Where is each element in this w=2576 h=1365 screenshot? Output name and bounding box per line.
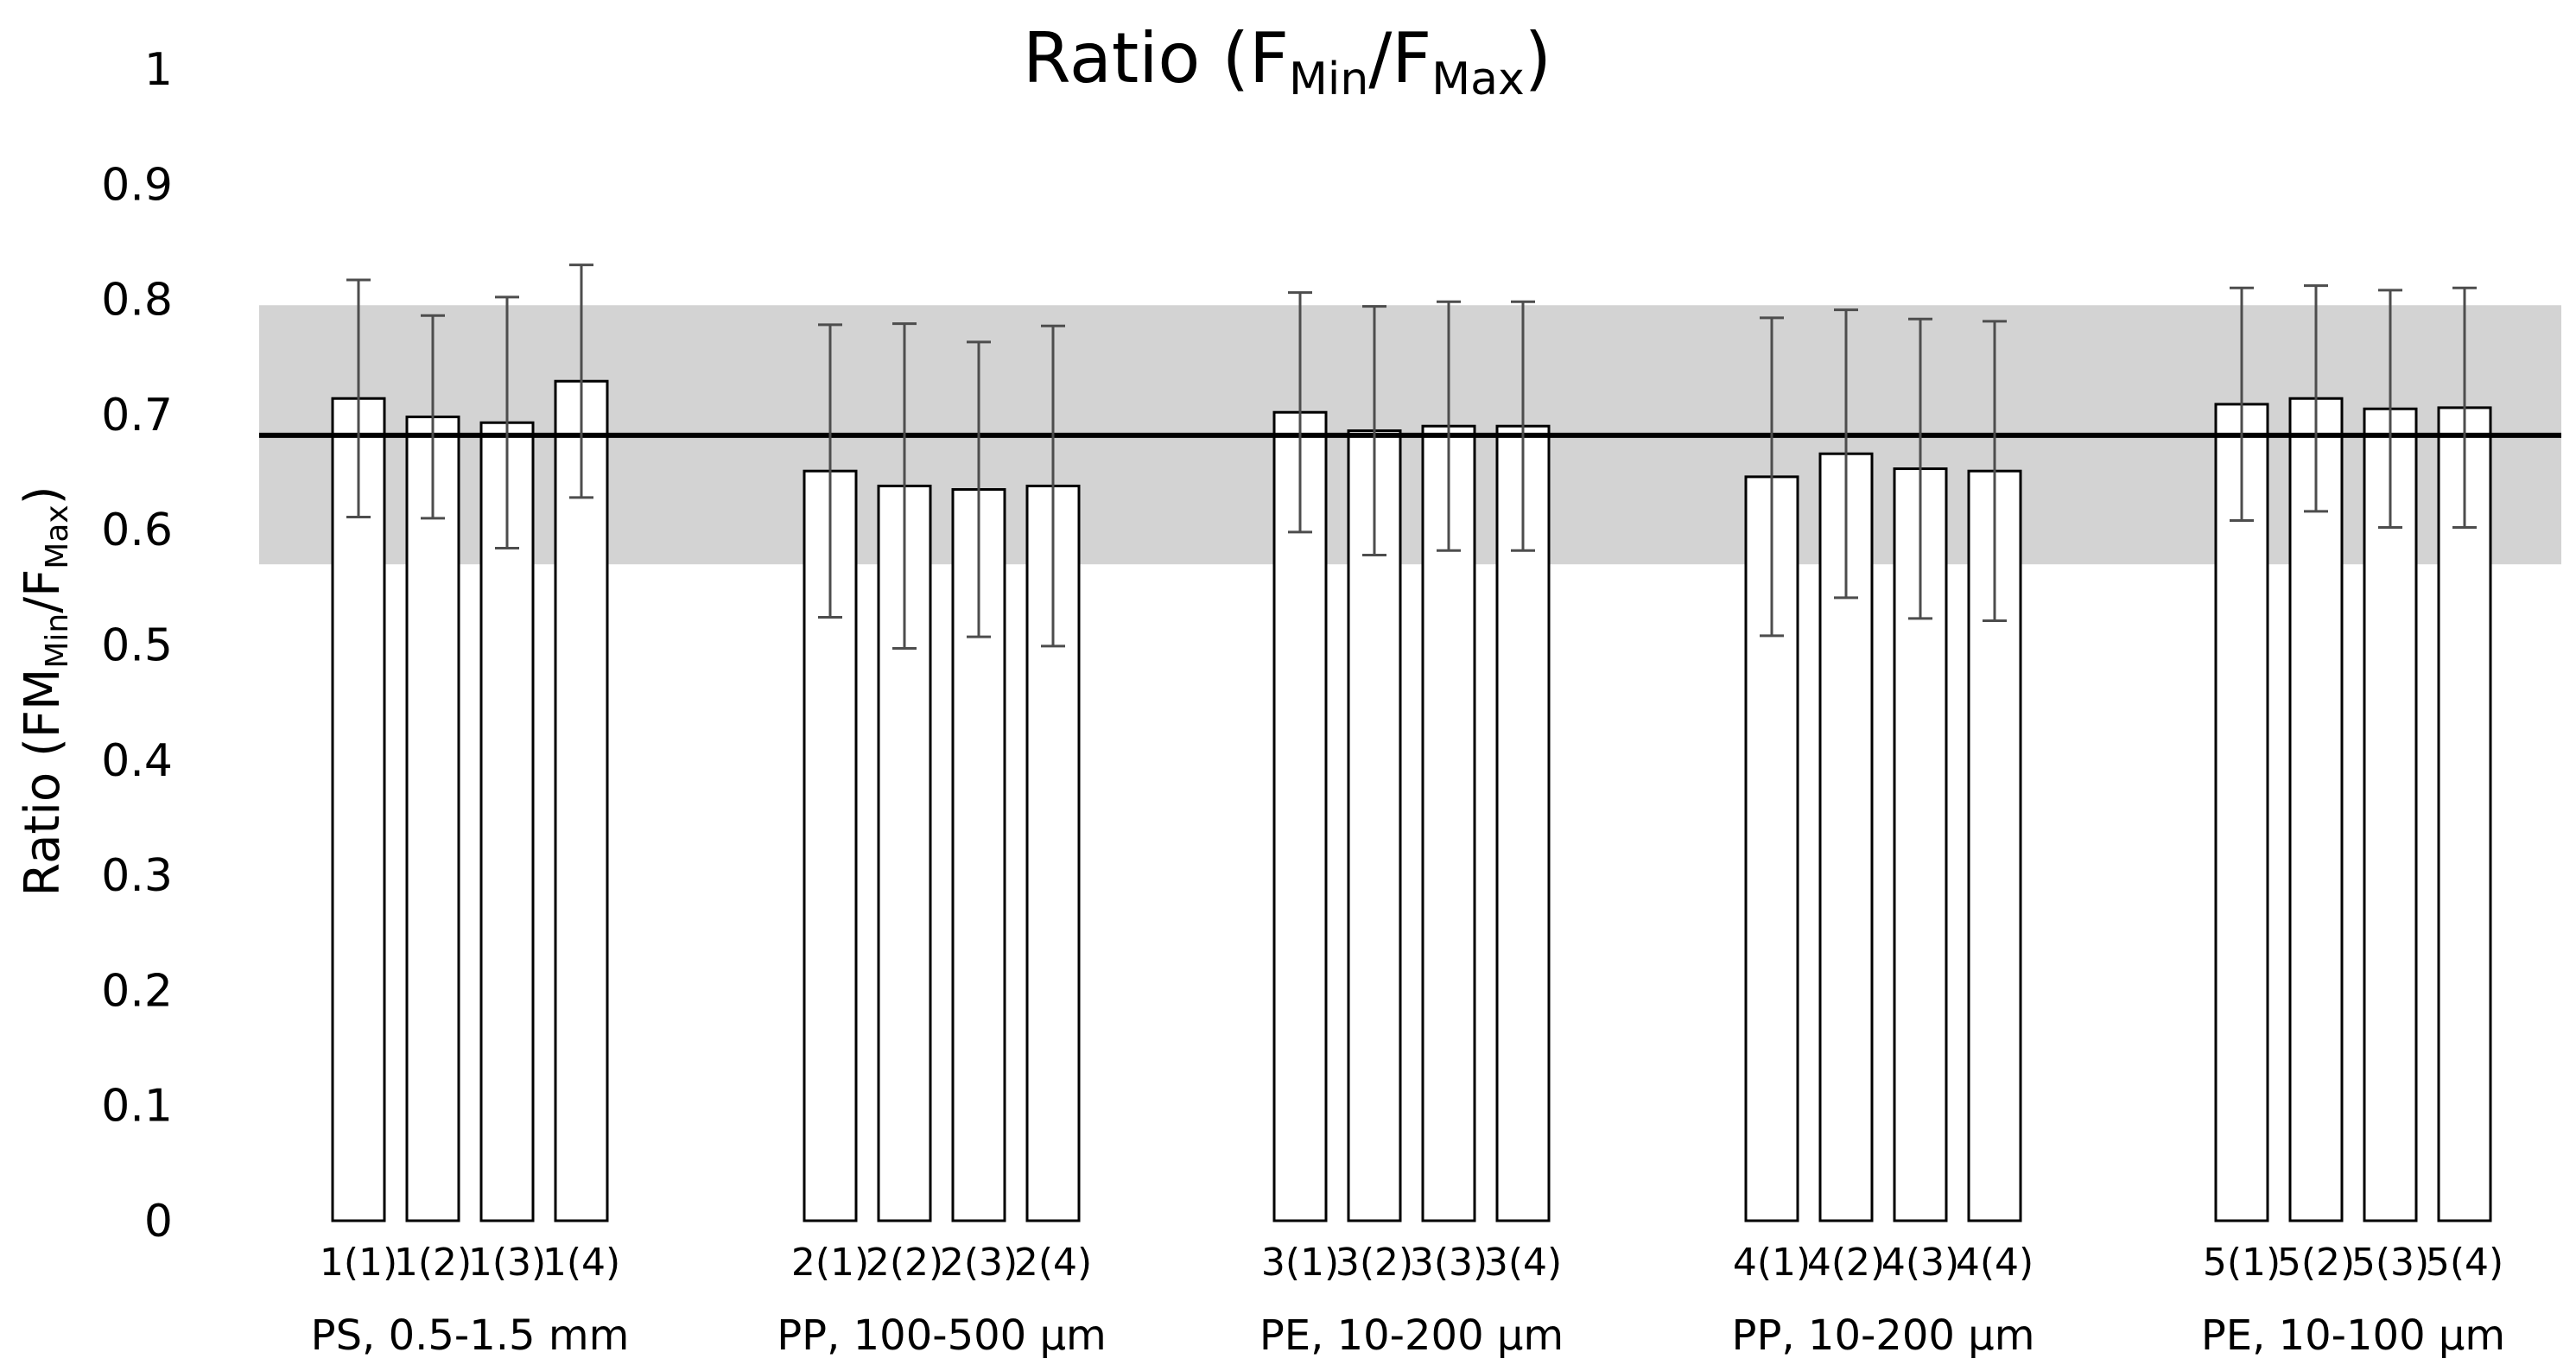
category-label: 4(1) [1733, 1241, 1811, 1285]
bar [2437, 406, 2492, 1222]
group-label: PP, 10-200 µm [1732, 1311, 2035, 1360]
y-tick-label: 0.9 [101, 159, 173, 211]
category-label: 2(2) [866, 1241, 943, 1285]
bar [1272, 410, 1328, 1222]
category-label: 4(4) [1956, 1241, 2034, 1285]
error-bar [1041, 324, 1065, 648]
error-bar [1362, 305, 1386, 557]
group-label: PE, 10-100 µm [2201, 1311, 2505, 1360]
error-bar [2452, 286, 2477, 530]
bar [1495, 424, 1551, 1222]
bar [331, 397, 386, 1222]
category-label: 5(1) [2203, 1241, 2281, 1285]
error-bar [1834, 308, 1858, 600]
bar [479, 421, 535, 1222]
category-label: 3(3) [1410, 1241, 1488, 1285]
error-bar [1511, 300, 1535, 552]
bar [2214, 403, 2269, 1222]
y-tick-label: 0.2 [101, 965, 173, 1017]
error-bar [421, 314, 445, 520]
error-bar [1983, 320, 2007, 623]
category-label: 1(2) [394, 1241, 472, 1285]
group-label: PP, 100-500 µm [777, 1311, 1107, 1360]
group-label: PS, 0.5-1.5 mm [311, 1311, 630, 1360]
error-bar [1760, 316, 1784, 638]
bar [2363, 407, 2418, 1222]
error-bar [569, 263, 593, 499]
error-bar [2378, 289, 2402, 530]
y-tick-label: 0.8 [101, 275, 173, 327]
y-axis-label: Ratio (FMMin/FMax) [15, 486, 75, 896]
y-tick-label: 0 [144, 1196, 173, 1248]
category-label: 1(4) [542, 1241, 620, 1285]
bar [554, 379, 609, 1222]
bar [1421, 424, 1476, 1222]
group-labels: PS, 0.5-1.5 mm PP, 100-500 µm PE, 10-200 µ… [311, 1311, 2506, 1360]
error-bar [346, 278, 371, 519]
error-bar [1437, 300, 1461, 552]
bars-layer [331, 379, 2492, 1222]
category-label: 4(2) [1807, 1241, 1885, 1285]
error-bar [495, 295, 519, 550]
y-tick-label: 0.3 [101, 850, 173, 902]
y-tick-label: 0.4 [101, 735, 173, 787]
category-label: 1(3) [468, 1241, 546, 1285]
y-tick-label: 0.1 [101, 1081, 173, 1133]
error-bar [1908, 317, 1932, 620]
error-bar [2304, 284, 2328, 513]
bar [877, 485, 932, 1222]
y-tick-label: 0.7 [101, 390, 173, 441]
category-label: 2(4) [1014, 1241, 1092, 1285]
chart-title: Ratio (FMin/FMax) [1023, 18, 1551, 105]
y-tick-label: 1 [144, 44, 173, 96]
bar [405, 416, 460, 1222]
error-bar [2230, 286, 2254, 523]
category-label: 3(2) [1336, 1241, 1413, 1285]
y-tick-label: 0.5 [101, 620, 173, 672]
category-label: 5(3) [2351, 1241, 2429, 1285]
category-label: 2(1) [791, 1241, 869, 1285]
group-label: PE, 10-200 µm [1259, 1311, 1564, 1360]
category-label: 1(1) [320, 1241, 397, 1285]
error-bar [818, 323, 842, 619]
error-bars-layer [346, 263, 2477, 650]
category-label: 5(4) [2426, 1241, 2503, 1285]
bar [2288, 397, 2344, 1222]
error-bar [967, 340, 991, 638]
category-label: 4(3) [1881, 1241, 1959, 1285]
category-label: 3(4) [1484, 1241, 1562, 1285]
y-tick-labels: 0 0.1 0.2 0.3 0.4 0.5 0.6 0.7 0.8 0.9 1 [101, 44, 173, 1248]
y-tick-label: 0.6 [101, 505, 173, 556]
error-bar [892, 322, 917, 650]
category-labels: 1(1)1(2)1(3)1(4) 2(1)2(2)2(3)2(4) 3(1)3(2)… [320, 1241, 2503, 1285]
error-bar [1288, 291, 1312, 534]
category-label: 3(1) [1261, 1241, 1339, 1285]
category-label: 2(3) [940, 1241, 1018, 1285]
category-label: 5(2) [2277, 1241, 2355, 1285]
